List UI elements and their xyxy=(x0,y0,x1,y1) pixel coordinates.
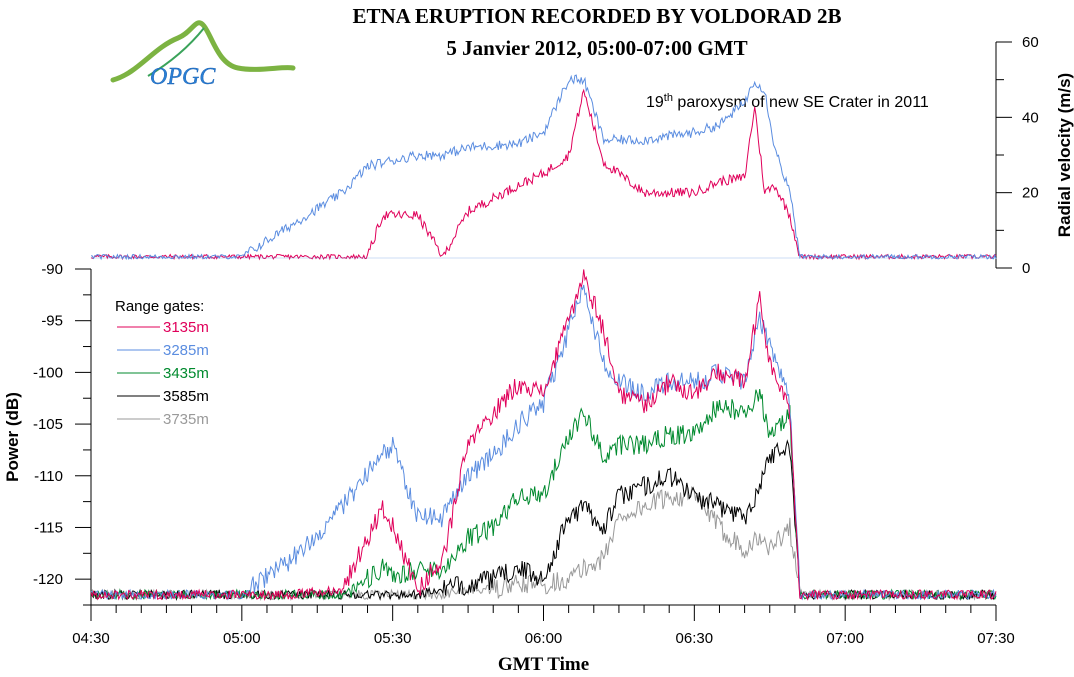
series-line-3735m xyxy=(90,485,997,602)
series-line-series-0 xyxy=(90,88,997,261)
power-tick-label: -100 xyxy=(33,364,63,381)
series-line-3135m xyxy=(90,269,997,602)
power-tick-label: -90 xyxy=(41,261,63,278)
time-tick-label: 07:00 xyxy=(826,630,864,647)
opgc-logo: OPGC xyxy=(110,20,296,90)
legend-title: Range gates: xyxy=(115,298,204,315)
time-tick-label: 05:30 xyxy=(374,630,412,647)
velocity-axis-label: Radial velocity (m/s) xyxy=(1055,73,1074,237)
time-tick-label: 05:00 xyxy=(223,630,261,647)
velocity-tick-label: 40 xyxy=(1022,109,1039,126)
velocity-tick-label: 20 xyxy=(1022,185,1039,202)
time-tick-label: 07:30 xyxy=(977,630,1015,647)
series-line-3435m xyxy=(90,389,997,601)
time-tick-label: 06:30 xyxy=(676,630,714,647)
legend-label-3735m: 3735m xyxy=(163,411,209,428)
velocity-panel: 0 20 40 60 Radial velocity (m/s) 19th paroxys… xyxy=(90,34,1074,277)
paroxysm-annotation: 19th paroxysm of new SE Crater in 2011 xyxy=(646,92,929,111)
power-tick-label: -120 xyxy=(33,571,63,588)
legend-label-3585m: 3585m xyxy=(163,388,209,405)
chart-title-line2: 5 Janvier 2012, 05:00-07:00 GMT xyxy=(446,36,748,60)
legend-label-3435m: 3435m xyxy=(163,365,209,382)
power-tick-label: -110 xyxy=(34,468,63,485)
legend-label-3285m: 3285m xyxy=(163,342,209,359)
series-line-3285m xyxy=(90,284,997,601)
velocity-tick-label: 60 xyxy=(1022,34,1039,51)
legend-label-3135m: 3135m xyxy=(163,319,209,336)
velocity-tick-label: 0 xyxy=(1022,260,1030,277)
logo-text: OPGC xyxy=(150,64,216,90)
series-line-3585m xyxy=(90,439,997,602)
power-tick-label: -115 xyxy=(34,519,63,536)
power-axis-label: Power (dB) xyxy=(3,392,22,482)
time-axis-label: GMT Time xyxy=(498,654,589,675)
time-tick-label: 06:00 xyxy=(525,630,563,647)
power-tick-label: -105 xyxy=(33,416,63,433)
power-panel: -120 -115 -110 -105 -100 -95 -90 Power (dB) 04:3… xyxy=(3,261,1015,675)
series-line-series-1 xyxy=(90,74,997,261)
time-tick-label: 04:30 xyxy=(72,630,110,647)
chart-title-line1: ETNA ERUPTION RECORDED BY VOLDORAD 2B xyxy=(352,4,842,28)
power-tick-label: -95 xyxy=(41,313,63,330)
